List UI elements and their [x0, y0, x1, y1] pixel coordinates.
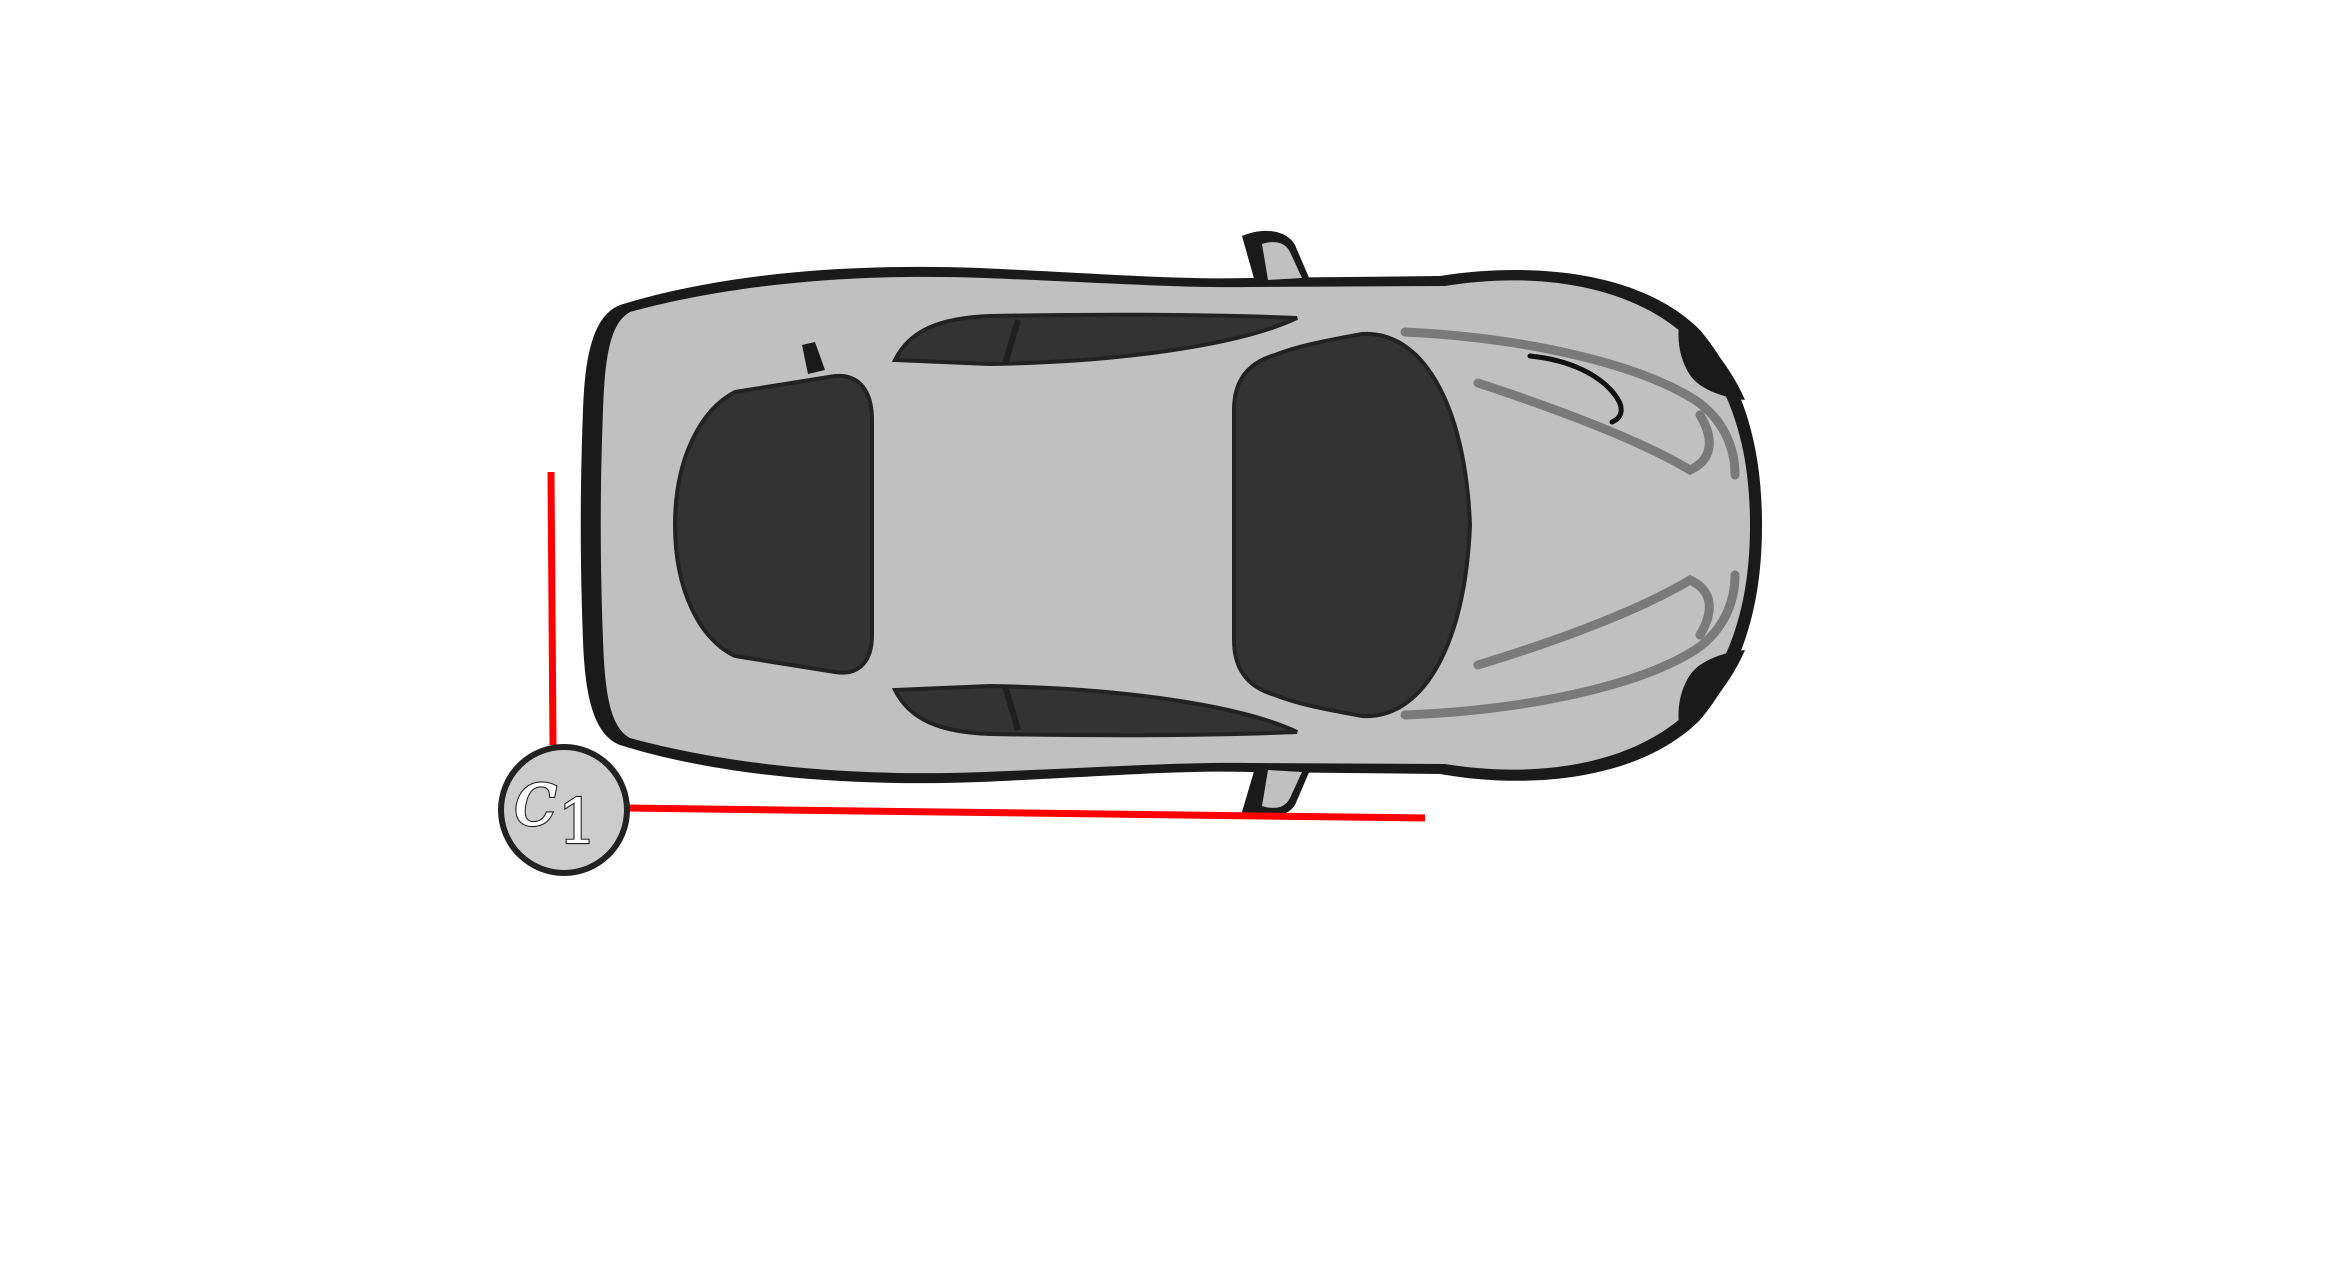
hood-vent [1527, 353, 1624, 425]
corner-marker-subscript: 1 [558, 785, 597, 858]
windshield [1232, 331, 1473, 719]
left-mirror-face [1262, 242, 1302, 280]
corner-marker-symbol: c [513, 751, 558, 844]
hood-crease-top [1400, 327, 1740, 480]
car [580, 230, 1762, 818]
corner-marker-label: c1 [513, 751, 597, 858]
right-mirror-face [1262, 770, 1302, 808]
left-window-divider [1002, 319, 1021, 365]
left-headlight [1678, 318, 1745, 400]
hood-crease-bottom [1400, 570, 1740, 720]
x-axis-line [621, 804, 1426, 822]
rear-window [672, 373, 874, 675]
antenna [802, 342, 825, 374]
corner-marker: c1 [498, 744, 630, 876]
hood-crease-top-inner [1473, 378, 1714, 476]
right-side-window [891, 683, 1298, 738]
left-side-window [891, 312, 1298, 367]
right-window-divider [1002, 685, 1021, 731]
car-body [600, 276, 1750, 774]
corner-marker-circle [498, 744, 630, 876]
hood-crease-bottom-inner [1473, 574, 1714, 670]
right-headlight [1678, 650, 1745, 732]
reference-axes [547, 471, 1426, 822]
y-axis-line [547, 471, 557, 746]
